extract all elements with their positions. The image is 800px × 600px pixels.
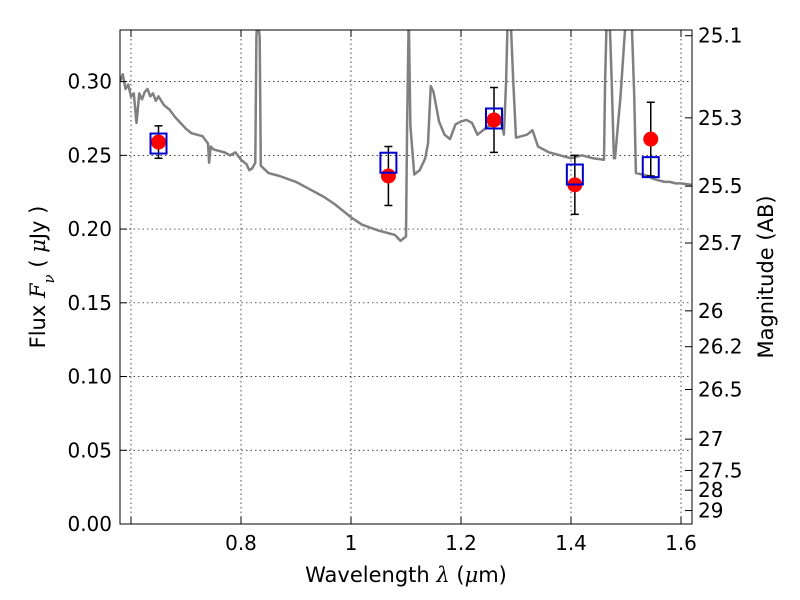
observed-point <box>380 168 396 184</box>
model-photometry-point <box>641 156 660 179</box>
y-tick-label: 0.30 <box>67 70 112 94</box>
y-axis-title-subscript: ν <box>40 274 58 283</box>
magnitude-tick-label: 27.5 <box>698 458 743 482</box>
y-axis-title-paren: ( <box>26 253 50 275</box>
x-tick-label: 1.6 <box>665 531 697 555</box>
y-tick-label: 0.25 <box>67 143 112 167</box>
observed-points <box>151 112 659 193</box>
observed-point <box>151 134 166 150</box>
magnitude-tick-label: 26.5 <box>698 378 743 402</box>
model-photometry-point <box>565 163 584 186</box>
x-tick-labels: 0.8 1 1.2 1.4 1.6 <box>225 531 697 555</box>
spectrum-line <box>120 30 692 243</box>
y-axis-title-mu: μ <box>26 239 50 253</box>
magnitude-tick-label: 25.3 <box>698 106 743 130</box>
x-axis-title: Wavelength λ (μm) <box>305 563 507 587</box>
magnitude-tick-label: 26.2 <box>698 335 743 359</box>
y-tick-label: 0.20 <box>67 217 112 241</box>
model-photometry-point <box>379 151 398 174</box>
y-tick-labels: 0.00 0.05 0.10 0.15 0.20 0.25 0.30 <box>67 70 112 536</box>
magnitude-tick-label: 25.1 <box>698 24 743 48</box>
observed-point <box>486 112 502 128</box>
x-axis-title-paren: ( <box>450 563 465 587</box>
x-tick-label: 1 <box>345 531 358 555</box>
magnitude-tick-label: 26 <box>698 299 723 323</box>
observed-point <box>643 131 659 147</box>
x-axis-title-unit: m) <box>478 563 507 587</box>
y-tick-label: 0.05 <box>67 438 112 462</box>
x-tick-label: 0.8 <box>225 531 257 555</box>
model-photometry-point <box>485 107 503 130</box>
y-axis-title: Flux Fν ( μJy ) <box>26 206 58 349</box>
y-axis-title-symbol: F <box>26 282 50 299</box>
model-spectrum <box>120 30 692 243</box>
y-tick-label: 0.10 <box>67 365 112 389</box>
magnitude-tick-label: 25.7 <box>698 231 743 255</box>
y-tick-label: 0.00 <box>67 512 112 536</box>
magnitude-tick-label: 27 <box>698 427 723 451</box>
x-tick-label: 1.2 <box>445 531 477 555</box>
x-axis-title-text: Wavelength <box>305 563 436 587</box>
ticks <box>120 30 692 525</box>
y-axis-title-text: Flux <box>26 298 50 348</box>
magnitude-tick-label: 29 <box>698 499 723 523</box>
right-axis-title: Magnitude (AB) <box>754 195 778 358</box>
model-photometry-point <box>149 132 168 155</box>
model-photometry-points <box>149 107 660 186</box>
y-tick-label: 0.15 <box>67 291 112 315</box>
x-axis-title-mu: μ <box>465 563 479 587</box>
magnitude-tick-label: 28 <box>698 478 723 502</box>
magnitude-tick-label: 25.5 <box>698 174 743 198</box>
x-tick-label: 1.4 <box>555 531 587 555</box>
x-axis-title-symbol: λ <box>435 563 449 587</box>
y-axis-title-unit: Jy ) <box>26 206 50 242</box>
plot-frame <box>119 29 693 525</box>
plot-area <box>120 30 692 524</box>
